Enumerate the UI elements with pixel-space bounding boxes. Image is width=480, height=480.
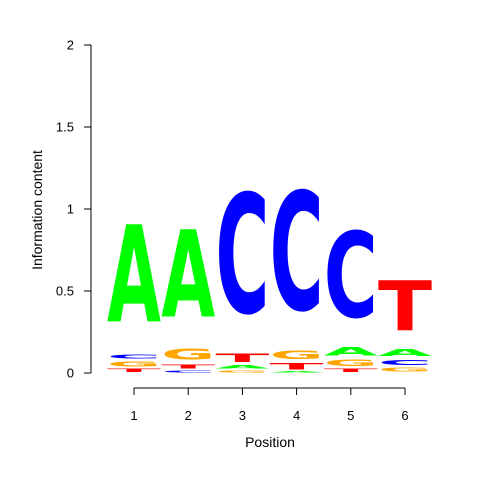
logo-letter-C-pos-4: C [270,159,324,348]
logo-letter-T-pos-2: T [161,363,215,369]
x-tick-label: 6 [401,408,408,423]
y-tick-label: 0.5 [56,284,74,299]
y-axis: 0 0.5 1 1.5 2 [56,38,91,381]
logo-letter-T-pos-1: T [107,368,161,373]
logo-letter-G-pos-4: G [270,349,324,362]
logo-letter-A-pos-1: A [107,199,161,354]
logo-letter-G-pos-2: G [161,346,215,364]
logo-letter-T-pos-6: T [378,267,432,347]
logo-letter-G-pos-5: G [324,358,378,368]
logo-letter-A-pos-5: A [324,345,378,358]
y-axis-title: Information content [29,150,45,270]
logo-letter-C-pos-5: C [324,209,378,346]
logo-letter-G-pos-1: G [107,360,161,368]
logo-letter-C-pos-2: C [161,370,215,373]
y-tick-label: 2 [67,38,74,53]
x-tick-label: 4 [293,408,300,423]
logo-letter-T-pos-3: T [215,352,270,365]
logo-letter-A-pos-4: A [270,371,324,373]
x-tick-label: 5 [347,408,354,423]
logo-letter-C-pos-3: C [215,160,269,351]
x-axis-title: Position [245,434,295,450]
logo-letter-C-pos-6: C [378,358,432,366]
y-tick-label: 1 [67,202,74,217]
y-tick-label: 0 [67,366,74,381]
logo-letter-G-pos-3: G [215,370,269,373]
logo-letter-A-pos-3: A [215,365,269,370]
logo-letter-A-pos-2: A [161,207,215,346]
logo-letter-C-pos-1: C [107,353,161,359]
logo-letter-G-pos-6: G [378,367,432,373]
x-tick-label: 1 [130,408,137,423]
y-tick-label: 1.5 [56,120,74,135]
x-axis: 1 2 3 4 5 6 [130,388,408,423]
logo-letter-T-pos-4: T [270,362,325,372]
logo-letter-A-pos-6: A [378,347,433,358]
x-tick-label: 3 [239,408,246,423]
x-tick-label: 2 [185,408,192,423]
logo-letter-T-pos-5: T [324,368,378,373]
